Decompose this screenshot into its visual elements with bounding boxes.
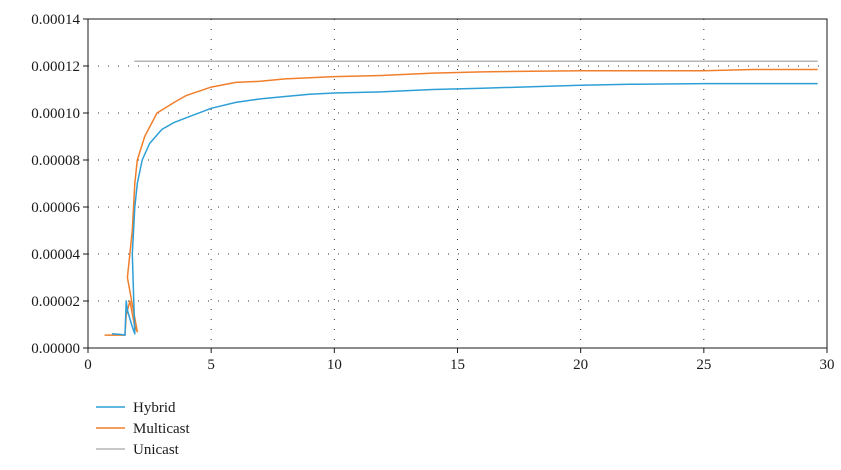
y-tick-label: 0.00004 bbox=[31, 247, 80, 263]
grid-lines bbox=[88, 19, 827, 348]
series-line-multicast bbox=[104, 68, 818, 336]
legend: Hybrid Multicast Unicast bbox=[96, 400, 190, 458]
y-tick-label: 0.00010 bbox=[31, 106, 80, 122]
x-tick-label: 20 bbox=[573, 357, 588, 373]
series-lines bbox=[104, 60, 818, 336]
legend-label-unicast: Unicast bbox=[133, 442, 180, 458]
legend-label-hybrid: Hybrid bbox=[133, 400, 176, 416]
x-tick-label: 30 bbox=[820, 357, 835, 373]
x-tick-label: 5 bbox=[207, 357, 215, 373]
y-tick-label: 0.00012 bbox=[31, 59, 80, 75]
y-tick-label: 0.00014 bbox=[31, 12, 80, 28]
x-tick-label: 10 bbox=[327, 357, 342, 373]
x-tick-label: 25 bbox=[696, 357, 711, 373]
y-tick-label: 0.00006 bbox=[31, 200, 80, 216]
y-tick-label: 0.00002 bbox=[31, 294, 80, 310]
x-tick-label: 0 bbox=[84, 357, 92, 373]
plot-frame bbox=[87, 18, 828, 349]
y-tick-label: 0.00008 bbox=[31, 153, 80, 169]
series-line-hybrid bbox=[111, 82, 818, 336]
axis-ticks: 0 5 10 15 20 25 30 0.00000 0.00002 0.00004 0.00006… bbox=[31, 12, 834, 373]
legend-label-multicast: Multicast bbox=[133, 421, 190, 437]
x-tick-label: 15 bbox=[450, 357, 465, 373]
y-tick-label: 0.00000 bbox=[31, 341, 80, 357]
